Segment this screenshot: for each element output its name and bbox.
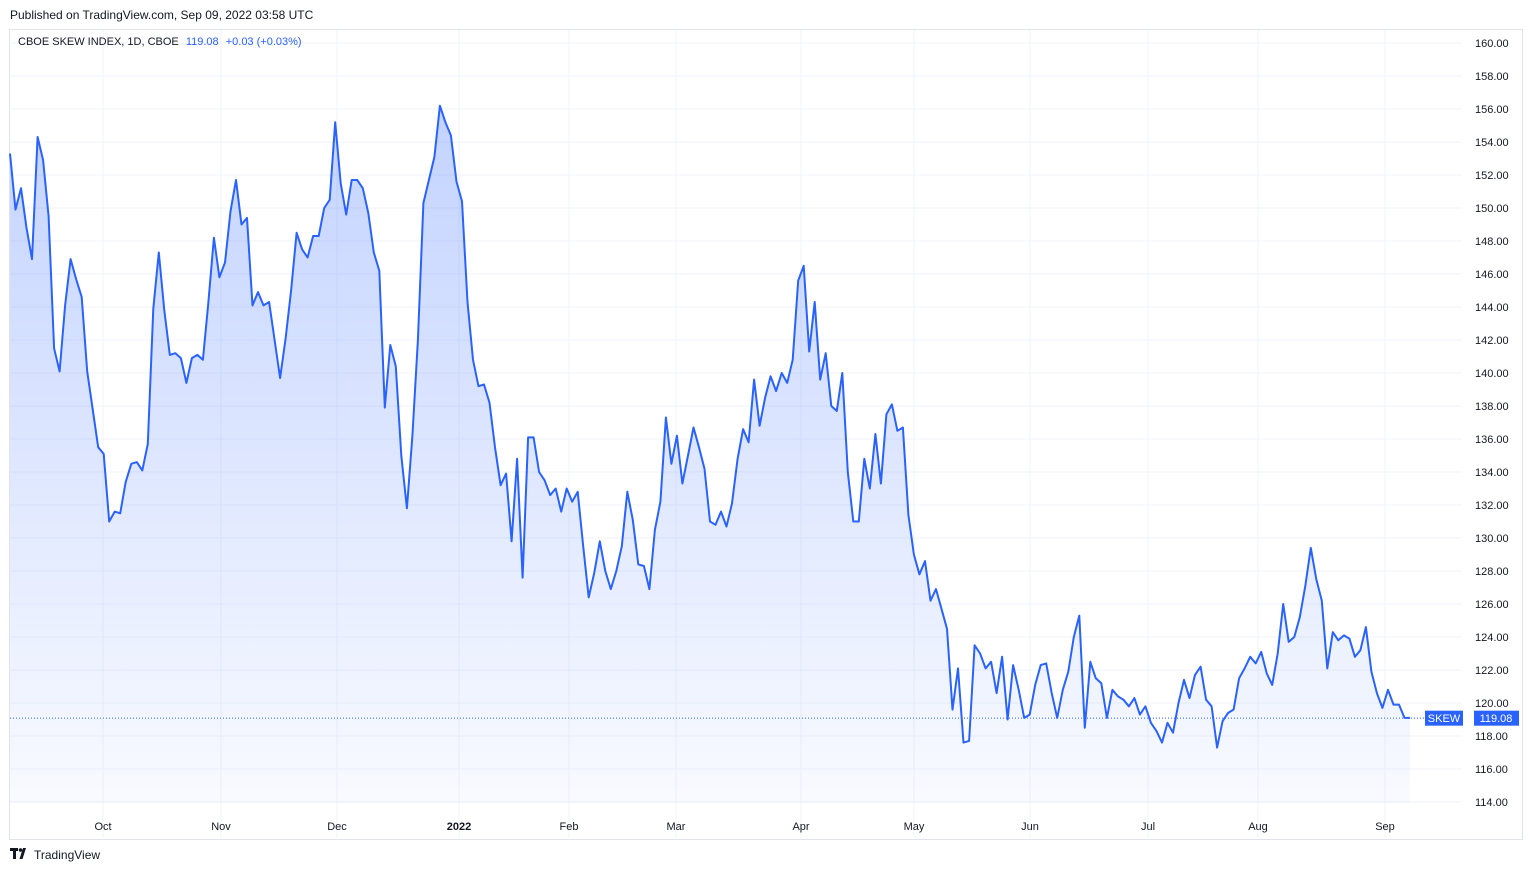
y-tick-label: 128.00 bbox=[1475, 566, 1509, 578]
y-tick-label: 156.00 bbox=[1475, 104, 1509, 116]
price-tag-bg bbox=[1474, 710, 1519, 726]
y-tick-label: 114.00 bbox=[1475, 797, 1508, 809]
y-tick-label: 132.00 bbox=[1475, 500, 1509, 512]
published-caption: Published on TradingView.com, Sep 09, 20… bbox=[10, 8, 314, 22]
y-tick-label: 146.00 bbox=[1475, 269, 1509, 281]
y-tick-label: 130.00 bbox=[1475, 533, 1509, 545]
footer-brand-label: TradingView bbox=[34, 848, 101, 862]
y-tick-label: 122.00 bbox=[1475, 665, 1509, 677]
last-price-tag: SKEW 119.08 bbox=[1425, 710, 1519, 726]
y-tick-label: 138.00 bbox=[1475, 401, 1509, 413]
series-area bbox=[10, 105, 1410, 803]
x-tick-label: Feb bbox=[560, 821, 579, 833]
y-tick-label: 134.00 bbox=[1475, 467, 1509, 479]
x-tick-label: Aug bbox=[1248, 821, 1268, 833]
x-tick-label: 2022 bbox=[447, 821, 471, 833]
x-tick-label: Nov bbox=[211, 821, 231, 833]
y-tick-label: 150.00 bbox=[1475, 203, 1509, 215]
y-tick-label: 116.00 bbox=[1475, 764, 1508, 776]
y-tick-label: 144.00 bbox=[1475, 302, 1509, 314]
y-tick-label: 158.00 bbox=[1475, 71, 1509, 83]
y-tick-label: 148.00 bbox=[1475, 236, 1509, 248]
series-group bbox=[9, 104, 1425, 803]
series-line bbox=[9, 104, 1410, 749]
y-tick-label: 120.00 bbox=[1475, 698, 1509, 710]
ticker-tag-bg bbox=[1425, 710, 1463, 726]
x-tick-label: Oct bbox=[94, 821, 111, 833]
y-tick-label: 142.00 bbox=[1475, 335, 1509, 347]
y-tick-label: 154.00 bbox=[1475, 137, 1509, 149]
y-tick-label: 160.00 bbox=[1475, 38, 1509, 50]
legend-last-value: 119.08 bbox=[185, 36, 219, 48]
chart-legend: CBOE SKEW INDEX, 1D, CBOE 119.08 +0.03 (… bbox=[18, 36, 302, 48]
y-axis: 114.00 116.00 118.00 120.00 122.00 124.00 126.… bbox=[1475, 38, 1509, 809]
legend-change: +0.03 (+0.03%) bbox=[225, 36, 302, 48]
x-tick-label: Jun bbox=[1021, 821, 1039, 833]
x-tick-label: Sep bbox=[1375, 821, 1395, 833]
x-tick-label: Mar bbox=[667, 821, 686, 833]
y-tick-label: 152.00 bbox=[1475, 170, 1509, 182]
y-tick-label: 126.00 bbox=[1475, 599, 1509, 611]
x-tick-label: May bbox=[904, 821, 925, 833]
y-tick-label: 140.00 bbox=[1475, 368, 1509, 380]
y-tick-label: 136.00 bbox=[1475, 434, 1509, 446]
x-tick-label: Apr bbox=[792, 821, 809, 833]
x-tick-label: Dec bbox=[327, 821, 347, 833]
footer-brand[interactable]: TradingView bbox=[10, 848, 100, 862]
y-tick-label: 124.00 bbox=[1475, 632, 1509, 644]
tradingview-logo-icon bbox=[10, 848, 30, 862]
y-tick-label: 118.00 bbox=[1475, 731, 1508, 743]
x-axis: Oct Nov Dec 2022 Feb Mar Apr May Jun Jul Aug Sep bbox=[94, 821, 1394, 833]
x-tick-label: Jul bbox=[1141, 821, 1155, 833]
chart-frame bbox=[9, 29, 1523, 840]
price-tag-text: 119.08 bbox=[1480, 713, 1513, 725]
ticker-tag-text: SKEW bbox=[1428, 713, 1461, 725]
legend-symbol: CBOE SKEW INDEX, 1D, CBOE bbox=[18, 36, 179, 48]
